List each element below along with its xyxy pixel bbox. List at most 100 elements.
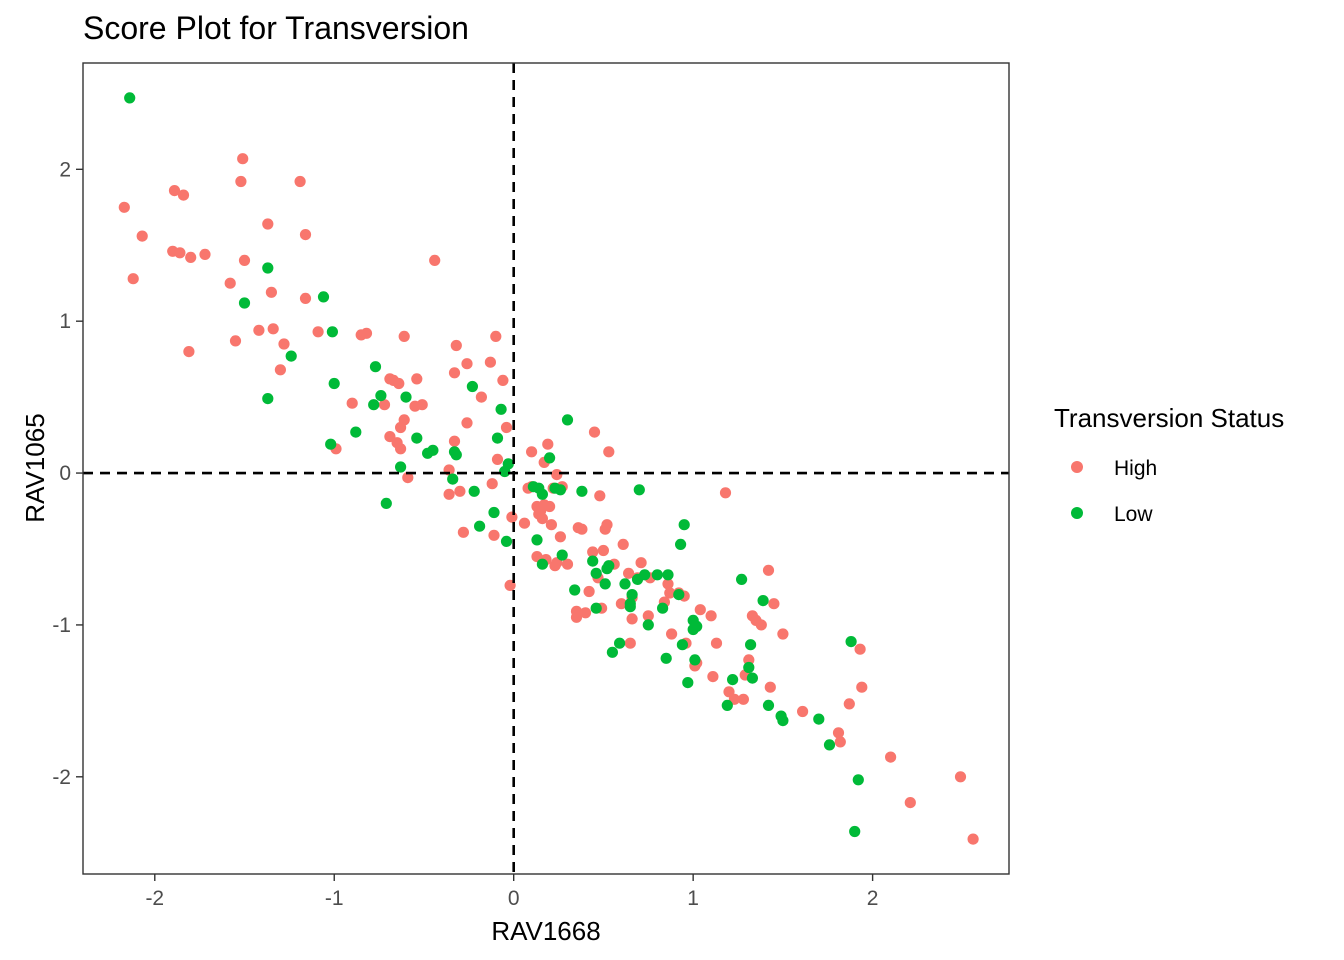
- data-point-high: [185, 251, 197, 263]
- legend-title: Transversion Status: [1054, 403, 1284, 433]
- data-point-high: [615, 598, 628, 610]
- y-tick-label: -1: [52, 614, 71, 637]
- data-point-low: [721, 699, 733, 712]
- data-point-high: [832, 727, 845, 739]
- data-point-high: [127, 273, 139, 285]
- data-point-high: [554, 531, 567, 543]
- data-point-low: [536, 558, 549, 570]
- data-point-low: [395, 461, 407, 473]
- data-point-high: [274, 364, 286, 376]
- data-point-high: [797, 705, 809, 718]
- data-point-low: [849, 825, 861, 838]
- data-point-low: [746, 672, 759, 684]
- data-point-high: [694, 604, 706, 616]
- data-point-high: [488, 529, 500, 541]
- data-point-high: [506, 511, 518, 523]
- data-point-low: [262, 393, 274, 405]
- data-point-low: [326, 326, 338, 338]
- data-point-high: [762, 564, 775, 576]
- data-point-high: [635, 557, 647, 569]
- points-layer: [118, 92, 979, 845]
- legend: Transversion Status High Low: [1054, 403, 1284, 526]
- y-axis-title: RAV1065: [20, 413, 50, 522]
- data-point-high: [603, 446, 615, 458]
- y-axis: -2 -1 0 1 2: [52, 158, 83, 789]
- data-point-low: [727, 674, 739, 686]
- legend-label-low: Low: [1114, 503, 1153, 526]
- data-point-low: [502, 458, 514, 470]
- data-point-low: [675, 538, 687, 551]
- data-point-high: [278, 338, 290, 350]
- data-point-high: [294, 175, 306, 188]
- data-point-low: [325, 438, 337, 450]
- data-point-high: [624, 637, 636, 649]
- data-point-low: [590, 602, 602, 614]
- data-point-high: [705, 610, 717, 622]
- data-point-low: [411, 432, 423, 444]
- data-point-high: [265, 286, 277, 298]
- data-point-low: [676, 639, 689, 651]
- data-point-low: [124, 92, 136, 104]
- data-point-high: [526, 446, 538, 458]
- data-point-high: [601, 519, 613, 531]
- data-point-low: [633, 484, 645, 496]
- data-point-high: [642, 610, 654, 622]
- data-point-low: [606, 646, 619, 658]
- data-point-low: [603, 560, 615, 572]
- data-point-low: [554, 484, 567, 496]
- data-point-high: [664, 587, 676, 599]
- data-point-low: [556, 549, 568, 561]
- data-point-low: [375, 390, 387, 402]
- y-tick-label: 0: [59, 462, 71, 485]
- data-point-high: [545, 519, 558, 531]
- data-point-low: [845, 636, 857, 648]
- data-point-high: [177, 189, 190, 201]
- data-point-high: [843, 698, 855, 710]
- data-point-high: [457, 526, 469, 538]
- data-point-high: [551, 469, 563, 481]
- data-point-high: [491, 453, 504, 465]
- data-point-low: [447, 473, 459, 485]
- data-point-low: [762, 699, 775, 712]
- data-point-high: [967, 833, 979, 845]
- data-point-low: [491, 432, 504, 444]
- data-point-low: [639, 569, 651, 581]
- data-point-low: [823, 739, 836, 751]
- data-point-high: [768, 598, 780, 610]
- data-point-low: [576, 485, 588, 497]
- data-point-high: [136, 230, 148, 242]
- x-tick-label: 2: [867, 887, 879, 910]
- data-point-low: [500, 535, 513, 548]
- data-point-low: [468, 485, 480, 497]
- data-point-low: [328, 377, 340, 390]
- x-tick-label: 0: [508, 887, 520, 910]
- data-point-high: [497, 374, 509, 386]
- data-point-low: [536, 488, 549, 500]
- data-point-low: [657, 602, 669, 614]
- data-point-low: [590, 567, 602, 579]
- data-point-low: [660, 652, 672, 664]
- data-point-high: [588, 426, 601, 438]
- data-point-high: [486, 478, 498, 490]
- data-point-high: [475, 391, 487, 403]
- data-point-high: [623, 567, 635, 579]
- data-point-low: [619, 578, 631, 590]
- data-point-high: [490, 330, 502, 342]
- data-point-low: [777, 715, 789, 727]
- data-point-high: [443, 488, 455, 500]
- data-point-high: [662, 578, 674, 590]
- data-point-low: [614, 637, 626, 649]
- data-point-high: [168, 185, 181, 197]
- data-point-high: [402, 472, 414, 484]
- data-point-high: [617, 538, 629, 551]
- legend-key-low: [1071, 507, 1083, 519]
- data-point-low: [488, 506, 500, 519]
- data-point-low: [691, 620, 703, 633]
- data-point-high: [719, 487, 732, 499]
- y-tick-label: 2: [59, 158, 71, 181]
- data-point-high: [854, 643, 866, 655]
- data-point-high: [594, 490, 606, 502]
- data-point-low: [599, 578, 611, 590]
- data-point-low: [466, 380, 478, 393]
- data-point-high: [312, 326, 324, 338]
